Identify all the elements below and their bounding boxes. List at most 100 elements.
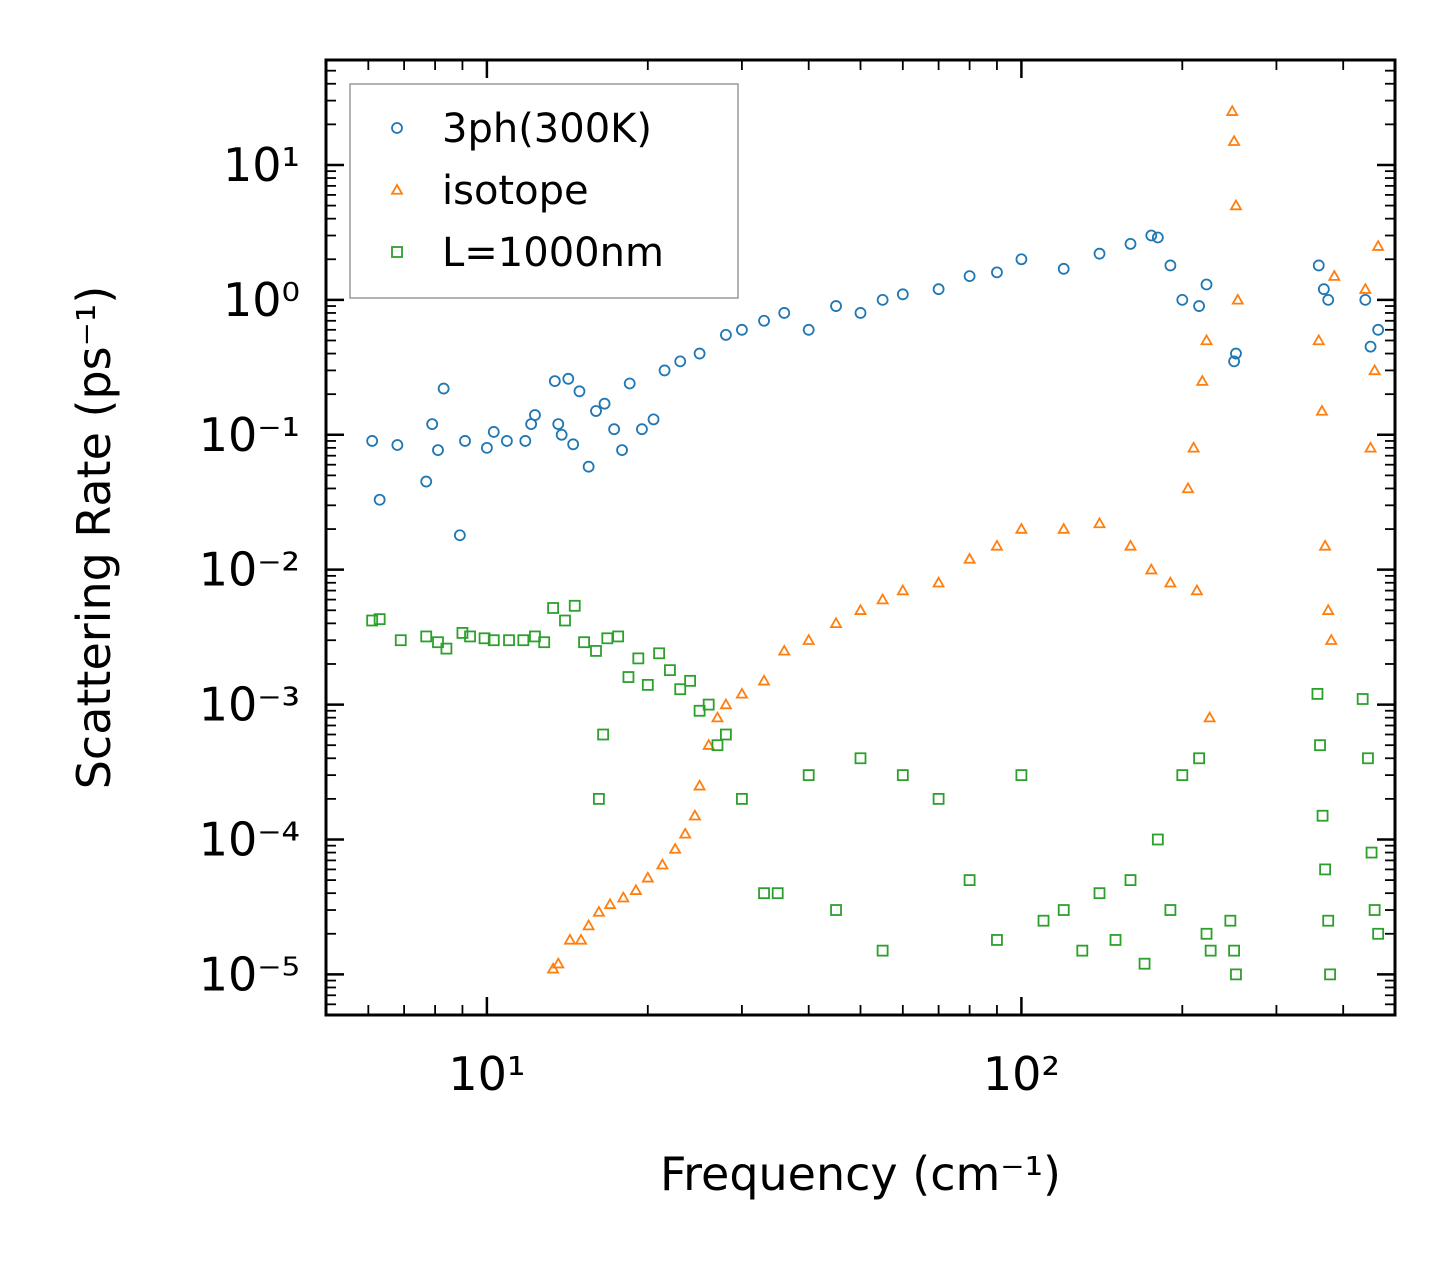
data-point xyxy=(426,418,439,430)
data-point xyxy=(1224,914,1237,927)
data-point xyxy=(1093,247,1106,260)
legend-marker xyxy=(391,122,403,134)
data-point xyxy=(854,307,867,319)
data-point xyxy=(459,435,471,447)
data-point xyxy=(668,842,682,854)
data-point xyxy=(592,905,606,917)
data-point xyxy=(1199,333,1214,346)
data-point xyxy=(830,300,842,312)
data-point xyxy=(366,614,379,627)
data-point xyxy=(802,323,815,336)
data-point xyxy=(1015,253,1028,266)
data-point xyxy=(616,890,630,903)
data-point xyxy=(876,592,890,605)
data-point xyxy=(1365,846,1378,859)
data-point xyxy=(1371,239,1385,251)
axis-labels: Frequency (cm⁻¹) Scattering Rate (ps⁻¹) xyxy=(67,286,1061,1201)
data-point xyxy=(1164,259,1177,272)
data-point xyxy=(655,857,669,870)
data-point xyxy=(853,603,868,615)
data-point xyxy=(1204,944,1217,957)
data-point xyxy=(464,630,476,643)
data-point xyxy=(876,293,889,306)
data-point xyxy=(1358,282,1372,294)
data-point xyxy=(1228,355,1240,368)
data-point xyxy=(1176,769,1189,782)
x-tick-label: 10² xyxy=(983,1047,1060,1101)
data-point xyxy=(623,377,636,390)
data-point xyxy=(990,539,1004,551)
data-point xyxy=(632,652,645,665)
data-point xyxy=(674,355,687,368)
data-point xyxy=(373,613,386,626)
data-point xyxy=(719,697,733,710)
data-point xyxy=(963,874,976,886)
data-point xyxy=(1227,134,1241,146)
data-point xyxy=(1359,293,1372,306)
data-point xyxy=(1316,809,1329,822)
data-point xyxy=(590,645,602,657)
data-point xyxy=(710,710,725,723)
data-point xyxy=(1124,237,1137,250)
data-point xyxy=(547,602,559,614)
data-point xyxy=(777,644,791,656)
data-point xyxy=(552,418,565,430)
data-point xyxy=(963,270,976,283)
data-point xyxy=(1057,262,1070,275)
data-point xyxy=(555,428,568,441)
x-tick-label: 10¹ xyxy=(448,1047,525,1101)
data-point xyxy=(1368,904,1381,916)
data-point xyxy=(1093,887,1106,900)
data-point xyxy=(481,441,493,454)
data-point xyxy=(487,634,500,647)
legend-item: isotope xyxy=(390,168,589,214)
data-point xyxy=(453,529,466,542)
data-point xyxy=(1312,333,1326,346)
data-point xyxy=(622,671,635,683)
data-point xyxy=(829,616,843,629)
data-point xyxy=(612,630,625,643)
data-point xyxy=(1231,293,1245,305)
data-point xyxy=(702,738,716,750)
data-point xyxy=(597,728,610,741)
data-point xyxy=(501,435,513,447)
data-point xyxy=(616,444,628,456)
data-point xyxy=(420,475,433,488)
data-point xyxy=(582,918,596,931)
data-point xyxy=(559,614,571,627)
data-point xyxy=(1314,739,1326,752)
data-point xyxy=(758,887,770,900)
data-point xyxy=(641,870,655,883)
data-point xyxy=(1363,441,1378,453)
data-point xyxy=(664,664,676,677)
data-point xyxy=(1324,968,1336,981)
data-point xyxy=(1092,516,1107,529)
data-point xyxy=(601,632,614,645)
data-point xyxy=(456,626,469,639)
data-point xyxy=(1181,481,1195,494)
data-point xyxy=(574,933,588,945)
y-tick-label: 10¹ xyxy=(223,138,300,192)
data-point xyxy=(1324,633,1338,645)
x-axis-label: Frequency (cm⁻¹) xyxy=(660,1147,1061,1201)
data-point xyxy=(551,956,565,969)
data-point xyxy=(678,827,692,839)
data-point xyxy=(1123,539,1138,551)
data-point xyxy=(932,283,945,296)
data-point xyxy=(517,634,530,647)
data-point xyxy=(1124,874,1137,886)
data-point xyxy=(636,423,648,436)
data-point xyxy=(674,683,687,696)
data-point xyxy=(1229,198,1243,211)
data-point xyxy=(437,382,450,395)
data-point xyxy=(1318,539,1332,551)
data-point xyxy=(1200,278,1213,291)
data-point xyxy=(1076,944,1089,957)
legend-marker xyxy=(391,246,403,258)
data-point xyxy=(1138,957,1151,970)
legend-label: L=1000nm xyxy=(442,230,664,276)
data-point xyxy=(420,630,433,643)
data-point xyxy=(1372,323,1385,336)
data-point xyxy=(896,288,909,301)
